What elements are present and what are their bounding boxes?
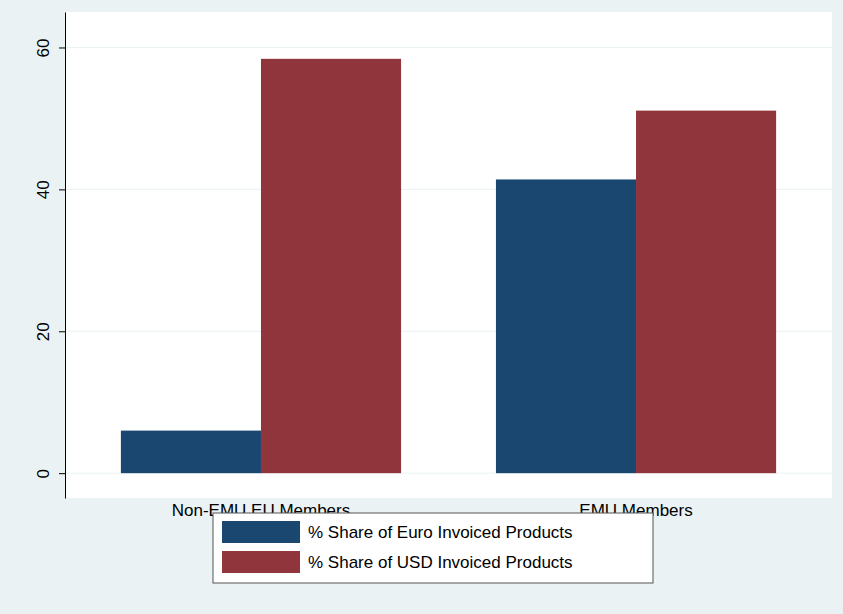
- bar: [121, 431, 261, 474]
- bar: [261, 59, 401, 473]
- tick-label: 60: [34, 39, 53, 58]
- background: [0, 0, 843, 614]
- legend-label: % Share of USD Invoiced Products: [308, 553, 573, 572]
- legend-swatch: [222, 521, 300, 543]
- legend-box: [213, 513, 653, 583]
- bars: [121, 59, 776, 473]
- tick-mark: [59, 189, 65, 190]
- tick: 40: [34, 180, 65, 199]
- grid-line: [65, 47, 832, 48]
- tick: 0: [34, 469, 65, 478]
- y-axis: 0 20 40 60: [34, 13, 66, 499]
- axis-line: [65, 13, 66, 499]
- legend: % Share of Euro Invoiced Products % Share…: [213, 513, 653, 583]
- legend-label: % Share of Euro Invoiced Products: [308, 523, 573, 542]
- chart: 0204060Non-EMU EU MembersEMU Members% Sh…: [0, 0, 843, 614]
- grid: [65, 47, 832, 473]
- tick-label: 0: [34, 469, 53, 478]
- tick-label: 40: [34, 180, 53, 199]
- tick: 60: [34, 39, 65, 58]
- tick-mark: [59, 473, 65, 474]
- legend-swatch: [222, 551, 300, 573]
- plot-area: [65, 12, 832, 498]
- bar: [636, 111, 776, 474]
- tick-mark: [59, 331, 65, 332]
- bar: [496, 179, 636, 473]
- tick-mark: [59, 47, 65, 48]
- tick: 20: [34, 322, 65, 341]
- tick-label: 20: [34, 322, 53, 341]
